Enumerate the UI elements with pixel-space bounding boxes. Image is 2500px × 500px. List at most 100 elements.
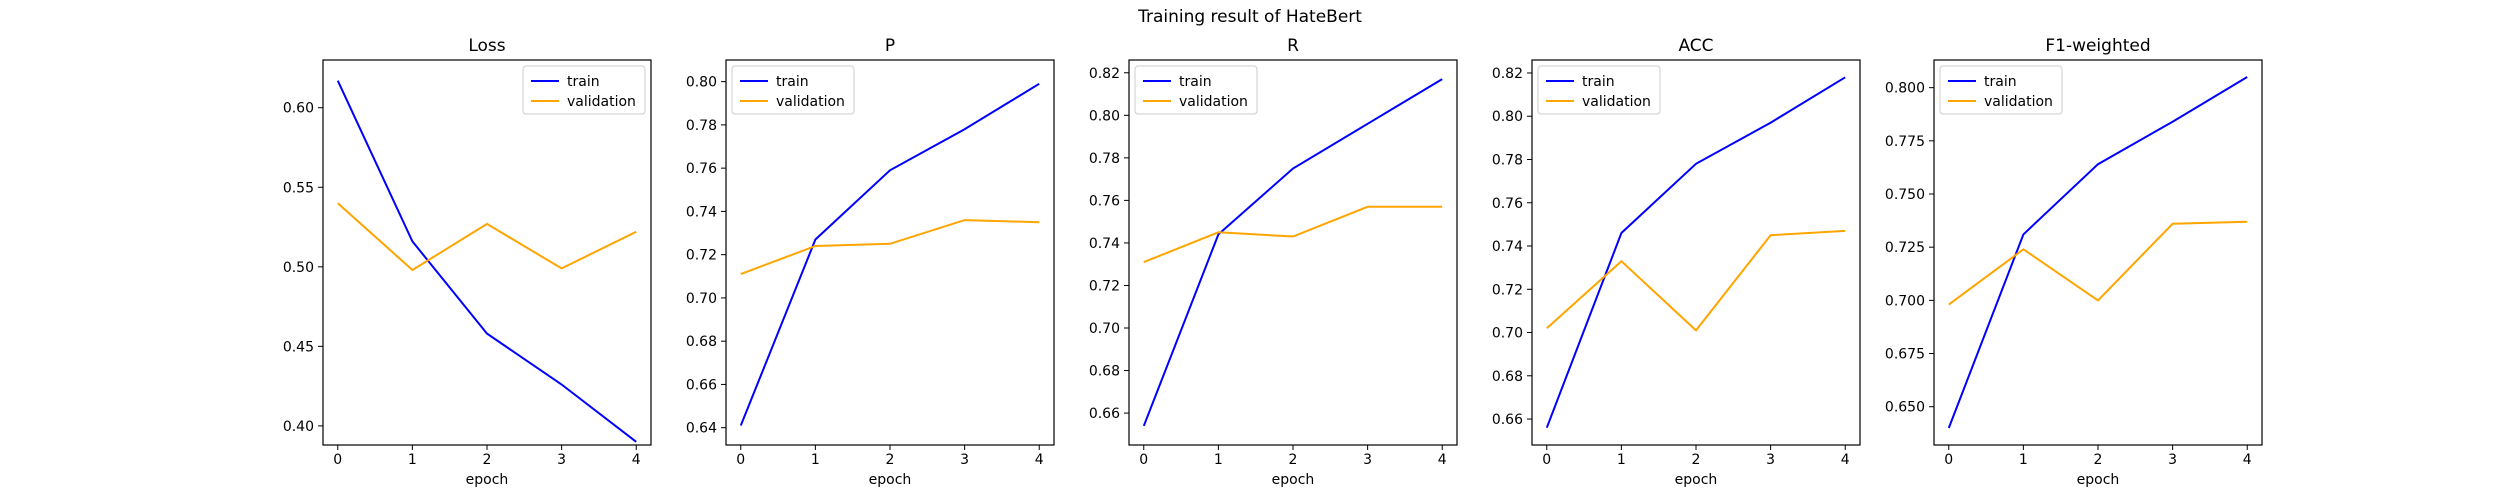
x-tick-label: 4 bbox=[1438, 452, 1447, 468]
legend: train validation bbox=[522, 65, 646, 115]
legend-label-validation: validation bbox=[567, 94, 636, 110]
legend-label-validation: validation bbox=[1179, 94, 1248, 110]
chart-panel-4: F1-weighted 0 1 2 3 4 epoch 0.650 0.675 0.700 0.72… bbox=[1885, 36, 2263, 488]
x-tick-label: 2 bbox=[1692, 452, 1701, 468]
plot-frame bbox=[1933, 59, 2263, 446]
x-tick-label: 1 bbox=[811, 452, 820, 468]
series-line-train bbox=[739, 82, 1040, 426]
series-line-validation bbox=[740, 219, 1040, 276]
chart-panel-3: ACC 0 1 2 3 4 epoch 0.66 0.68 0.70 0.72 0.74 0.76 0.7… bbox=[1492, 36, 1861, 488]
y-tick-label: 0.68 bbox=[1492, 369, 1523, 385]
chart-panel-0: Loss 0 1 2 3 4 epoch 0.40 0.45 0.50 0.55 0.60 train v… bbox=[283, 36, 652, 488]
y-tick-label: 0.80 bbox=[1089, 108, 1120, 124]
y-tick-label: 0.74 bbox=[1492, 239, 1523, 255]
y-tick-label: 0.66 bbox=[686, 377, 717, 393]
y-tick-label: 0.72 bbox=[686, 248, 717, 264]
x-axis-label: epoch bbox=[466, 472, 509, 488]
y-tick-label: 0.675 bbox=[1885, 347, 1925, 363]
x-axis-label: epoch bbox=[1675, 472, 1718, 488]
x-tick-label: 0 bbox=[333, 452, 342, 468]
y-tick-label: 0.72 bbox=[1492, 282, 1523, 298]
y-tick-label: 0.70 bbox=[1089, 321, 1120, 337]
y-tick-label: 0.55 bbox=[283, 180, 314, 196]
legend-label-validation: validation bbox=[776, 94, 845, 110]
legend-label-train: train bbox=[567, 74, 600, 90]
chart-title: Loss bbox=[468, 36, 505, 56]
series-line-train bbox=[336, 80, 637, 443]
plot-frame bbox=[1531, 59, 1861, 446]
legend: train validation bbox=[1537, 65, 1661, 115]
y-tick-label: 0.74 bbox=[1089, 236, 1120, 252]
y-tick-label: 0.72 bbox=[1089, 278, 1120, 294]
x-tick-label: 3 bbox=[1363, 452, 1372, 468]
y-tick-label: 0.64 bbox=[686, 421, 717, 437]
y-tick-label: 0.80 bbox=[686, 75, 717, 91]
x-tick-label: 2 bbox=[483, 452, 492, 468]
series-line-train bbox=[1947, 76, 2248, 429]
x-tick-label: 1 bbox=[1214, 452, 1223, 468]
x-tick-label: 4 bbox=[2243, 452, 2252, 468]
x-tick-label: 4 bbox=[632, 452, 641, 468]
y-tick-label: 0.45 bbox=[283, 339, 314, 355]
legend-label-train: train bbox=[776, 74, 809, 90]
chart-title: ACC bbox=[1678, 36, 1713, 56]
y-tick-label: 0.82 bbox=[1089, 66, 1120, 82]
series-line-validation bbox=[337, 202, 637, 272]
series-line-validation bbox=[1546, 229, 1846, 332]
x-tick-label: 1 bbox=[408, 452, 417, 468]
x-tick-label: 0 bbox=[1139, 452, 1148, 468]
chart-panel-2: R 0 1 2 3 4 epoch 0.66 0.68 0.70 0.72 0.74 0.76 0.78 0… bbox=[1089, 36, 1458, 488]
legend-label-train: train bbox=[1582, 74, 1615, 90]
x-tick-label: 0 bbox=[736, 452, 745, 468]
y-tick-label: 0.70 bbox=[686, 291, 717, 307]
x-tick-label: 3 bbox=[960, 452, 969, 468]
x-axis-label: epoch bbox=[2077, 472, 2120, 488]
y-tick-label: 0.82 bbox=[1492, 66, 1523, 82]
y-tick-label: 0.78 bbox=[686, 118, 717, 134]
y-tick-label: 0.66 bbox=[1492, 412, 1523, 428]
legend: train validation bbox=[1939, 65, 2063, 115]
x-tick-label: 2 bbox=[886, 452, 895, 468]
x-tick-label: 1 bbox=[2019, 452, 2028, 468]
y-tick-label: 0.76 bbox=[686, 161, 717, 177]
y-tick-label: 0.775 bbox=[1885, 134, 1925, 150]
legend-label-validation: validation bbox=[1582, 94, 1651, 110]
legend-label-train: train bbox=[1984, 74, 2017, 90]
x-tick-label: 3 bbox=[557, 452, 566, 468]
y-tick-label: 0.750 bbox=[1885, 187, 1925, 203]
x-axis-label: epoch bbox=[869, 472, 912, 488]
y-tick-label: 0.68 bbox=[1089, 364, 1120, 380]
legend-label-train: train bbox=[1179, 74, 1212, 90]
y-tick-label: 0.66 bbox=[1089, 406, 1120, 422]
y-tick-label: 0.700 bbox=[1885, 293, 1925, 309]
y-tick-label: 0.725 bbox=[1885, 240, 1925, 256]
x-tick-label: 3 bbox=[2168, 452, 2177, 468]
y-tick-label: 0.80 bbox=[1492, 109, 1523, 125]
y-tick-label: 0.40 bbox=[283, 419, 314, 435]
legend: train validation bbox=[731, 65, 855, 115]
legend-label-validation: validation bbox=[1984, 94, 2053, 110]
y-tick-label: 0.78 bbox=[1492, 152, 1523, 168]
series-line-train bbox=[1142, 78, 1443, 427]
chart-title: F1-weighted bbox=[2045, 36, 2150, 56]
plot-frame bbox=[322, 59, 652, 446]
y-tick-label: 0.76 bbox=[1089, 193, 1120, 209]
chart-panel-1: P 0 1 2 3 4 epoch 0.64 0.66 0.68 0.70 0.72 0.74 0.76 0… bbox=[686, 36, 1055, 488]
chart-title: P bbox=[885, 36, 895, 56]
series-line-train bbox=[1545, 76, 1846, 429]
legend: train validation bbox=[1134, 65, 1258, 115]
y-tick-label: 0.70 bbox=[1492, 326, 1523, 342]
series-line-validation bbox=[1143, 205, 1443, 264]
x-tick-label: 2 bbox=[1289, 452, 1298, 468]
y-tick-label: 0.800 bbox=[1885, 81, 1925, 97]
x-axis-label: epoch bbox=[1272, 472, 1315, 488]
y-tick-label: 0.650 bbox=[1885, 400, 1925, 416]
y-tick-label: 0.50 bbox=[283, 260, 314, 276]
plot-frame bbox=[725, 59, 1055, 446]
x-tick-label: 0 bbox=[1542, 452, 1551, 468]
x-tick-label: 3 bbox=[1766, 452, 1775, 468]
x-tick-label: 2 bbox=[2094, 452, 2103, 468]
y-tick-label: 0.68 bbox=[686, 334, 717, 350]
plot-frame bbox=[1128, 59, 1458, 446]
y-tick-label: 0.78 bbox=[1089, 151, 1120, 167]
